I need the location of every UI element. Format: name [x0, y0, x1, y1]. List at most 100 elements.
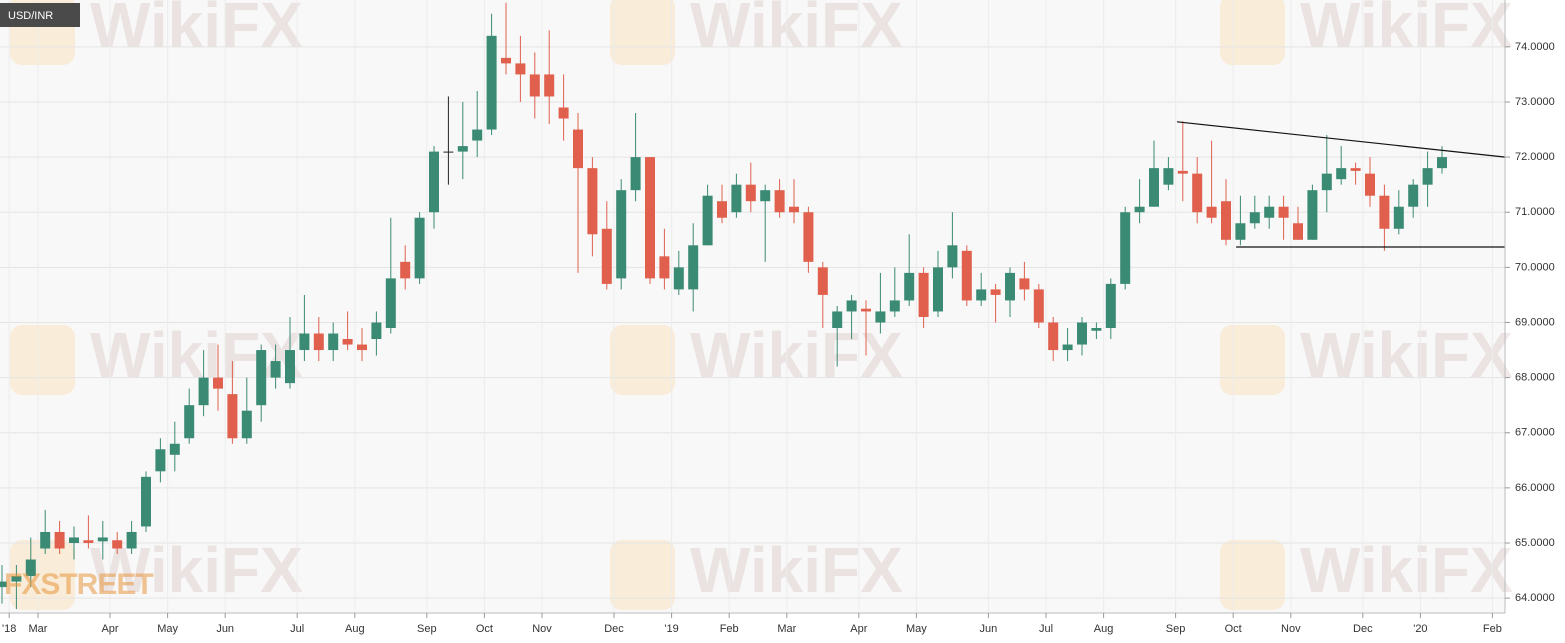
candle-body	[803, 212, 814, 262]
candle-body	[731, 184, 742, 213]
candle-body	[169, 443, 180, 455]
candle-body	[198, 377, 209, 406]
x-tick-label: '19	[664, 623, 678, 635]
candle-body	[213, 377, 223, 389]
candle-body	[486, 35, 497, 130]
candle-body	[1149, 168, 1159, 207]
candle-body	[702, 195, 713, 246]
x-tick-label: Sep	[417, 623, 437, 635]
candle-body	[429, 151, 439, 213]
candle-body	[11, 576, 22, 582]
x-tick-label: Apr	[101, 623, 118, 635]
watermark-logo	[1220, 540, 1285, 610]
x-tick-label: Mar	[29, 623, 48, 635]
candle-body	[961, 250, 972, 301]
candle-body	[760, 190, 771, 202]
y-tick-label: 64.0000	[1515, 592, 1555, 604]
candle-body	[1365, 173, 1375, 196]
candle-body	[1235, 223, 1246, 240]
candle-body	[918, 272, 929, 317]
x-tick-label: Nov	[1281, 623, 1301, 635]
candle-body	[1264, 206, 1275, 218]
x-tick-label: '18	[2, 623, 16, 635]
candle-body	[688, 245, 699, 290]
candle-body	[0, 581, 7, 588]
watermark-logo	[10, 325, 75, 395]
candle-body	[400, 261, 411, 279]
candle-body	[1350, 168, 1361, 171]
trendline	[1176, 121, 1506, 158]
candle-body	[1033, 289, 1044, 323]
candle-body	[573, 129, 583, 169]
candles	[0, 2, 1447, 610]
candle-body	[155, 449, 166, 472]
candle-body	[789, 206, 799, 213]
candle-body	[1163, 168, 1174, 185]
watermark-text: WikiFX	[1300, 534, 1513, 606]
candle-body	[357, 344, 367, 351]
watermark-logo	[610, 0, 675, 65]
candle-body	[1307, 190, 1318, 240]
candle-body	[1077, 322, 1087, 345]
candle-body	[875, 311, 886, 323]
candle-body	[846, 300, 857, 312]
candle-body	[285, 350, 295, 384]
candle-body	[313, 333, 324, 351]
legend-box	[0, 3, 80, 27]
candle-body	[97, 537, 108, 542]
candle-body	[54, 531, 65, 549]
candle-body	[83, 540, 94, 543]
candle-body	[745, 184, 756, 202]
candle-body	[832, 311, 843, 328]
x-tick-label: '20	[1413, 623, 1427, 635]
candle-body	[558, 107, 569, 119]
y-tick-label: 72.0000	[1515, 151, 1555, 163]
x-tick-label: May	[157, 623, 178, 635]
candle-body	[1437, 157, 1447, 169]
x-tick-label: Jun	[216, 623, 234, 635]
candle-body	[414, 217, 425, 279]
watermark-text: WikiFX	[690, 534, 903, 606]
legend-label: USD/INR	[8, 10, 53, 22]
candle-body	[1105, 283, 1116, 328]
watermark-logo	[610, 540, 675, 610]
candle-body	[443, 151, 454, 153]
candle-body	[630, 157, 641, 191]
candle-body	[1134, 206, 1145, 213]
logo: FXSTREET	[4, 568, 153, 601]
watermark-text: WikiFX	[690, 0, 903, 61]
candle-body	[299, 333, 310, 351]
x-tick-label: May	[906, 623, 927, 635]
candle-body	[673, 267, 684, 290]
candle-body	[515, 63, 526, 75]
candle-body	[184, 405, 195, 439]
x-tick-label: Aug	[345, 623, 365, 635]
x-tick-label: Aug	[1094, 623, 1114, 635]
candle-body	[1062, 344, 1073, 351]
candle-body	[1379, 195, 1390, 229]
y-tick-label: 68.0000	[1515, 372, 1555, 384]
candle-body	[256, 350, 267, 406]
y-tick-label: 65.0000	[1515, 537, 1555, 549]
x-tick-label: Apr	[850, 623, 867, 635]
candle-body	[40, 531, 51, 549]
watermark-logo	[610, 325, 675, 395]
candle-body	[472, 129, 483, 141]
watermark-text: WikiFX	[90, 534, 303, 606]
candle-body	[1336, 168, 1347, 180]
candle-body	[457, 146, 468, 152]
candle-body	[1192, 173, 1203, 213]
candle-body	[659, 256, 670, 279]
y-tick-label: 70.0000	[1515, 261, 1555, 273]
candle-body	[645, 157, 655, 279]
candle-body	[126, 531, 137, 549]
y-tick-label: 67.0000	[1515, 427, 1555, 439]
candle-body	[342, 339, 353, 345]
x-tick-label: Feb	[1483, 623, 1502, 635]
candle-body	[1221, 201, 1231, 240]
x-tick-label: Mar	[777, 623, 796, 635]
y-tick-label: 66.0000	[1515, 482, 1555, 494]
grid	[0, 0, 1505, 613]
x-tick-label: Jul	[1039, 623, 1053, 635]
